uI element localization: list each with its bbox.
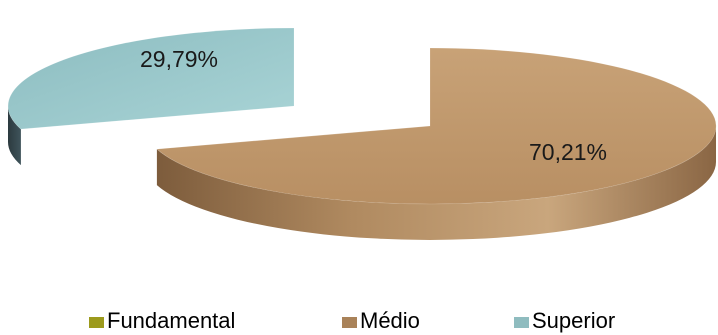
- data-label-superior: 29,79%: [140, 46, 218, 72]
- legend-label-medio: Médio: [360, 308, 420, 333]
- legend-label-fundamental: Fundamental: [107, 308, 236, 333]
- legend-item-medio: Médio: [342, 306, 420, 335]
- legend-swatch-fundamental: [89, 317, 104, 328]
- pie-slice-side-medio: [156, 126, 716, 240]
- pie-slice-medio: [156, 47, 717, 205]
- legend: Fundamental Médio Superior: [0, 306, 718, 335]
- pie-slice-superior: [7, 27, 295, 130]
- legend-item-fundamental: Fundamental: [89, 306, 235, 335]
- pie-slice-side-superior: [8, 106, 21, 166]
- legend-swatch-medio: [342, 317, 357, 328]
- data-label-medio: 70,21%: [529, 139, 607, 165]
- legend-item-superior: Superior: [514, 306, 615, 335]
- legend-label-superior: Superior: [532, 308, 616, 333]
- legend-swatch-superior: [514, 317, 529, 328]
